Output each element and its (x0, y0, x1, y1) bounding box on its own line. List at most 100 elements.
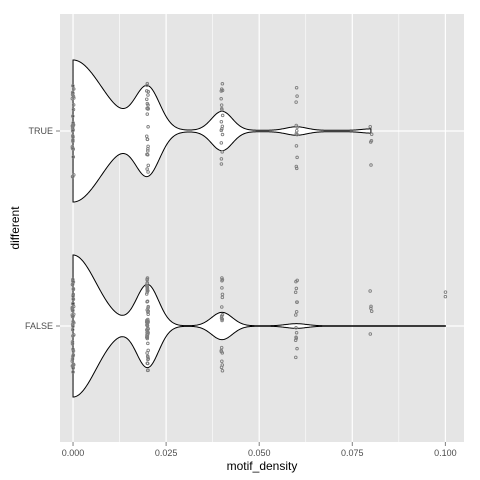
data-point (294, 166, 299, 171)
violin-false (72, 254, 446, 398)
data-point (294, 313, 298, 317)
data-points (70, 81, 448, 374)
data-point (70, 341, 75, 346)
data-point (71, 292, 76, 297)
data-point (145, 81, 150, 86)
data-point (71, 370, 75, 374)
data-point (146, 93, 150, 97)
data-point (71, 147, 76, 151)
data-point (70, 92, 75, 97)
data-point (294, 100, 298, 104)
data-point (295, 129, 299, 133)
data-point (145, 351, 149, 355)
data-point (220, 317, 225, 321)
data-point (71, 362, 76, 367)
data-point (294, 355, 298, 360)
data-point (71, 349, 76, 353)
data-point (71, 133, 75, 138)
data-point (146, 326, 150, 331)
data-point (146, 170, 150, 174)
data-point (71, 324, 75, 328)
data-point (71, 297, 75, 301)
data-point (220, 113, 225, 118)
data-point (72, 96, 76, 100)
data-point (145, 277, 149, 282)
data-point (71, 366, 75, 370)
data-point (220, 150, 224, 154)
data-point (71, 103, 76, 107)
data-point (72, 333, 76, 337)
data-point (369, 306, 373, 311)
data-point (145, 333, 149, 337)
data-point (219, 162, 224, 166)
data-point (219, 119, 224, 124)
y-tick-label: TRUE (29, 126, 54, 136)
data-point (368, 289, 372, 293)
data-point (146, 163, 150, 168)
minor-gridlines (119, 14, 400, 442)
data-point (70, 282, 75, 287)
x-tick-label: 0.075 (341, 448, 364, 458)
data-point (295, 125, 299, 129)
data-point (219, 97, 223, 101)
data-point (294, 330, 299, 335)
data-point (145, 336, 150, 341)
data-point (220, 277, 225, 282)
data-point (293, 338, 298, 342)
data-point (220, 363, 225, 367)
data-point (145, 97, 149, 101)
data-point (295, 346, 299, 351)
data-point (443, 294, 448, 299)
data-point (71, 124, 75, 128)
data-point (71, 84, 75, 88)
data-point (220, 124, 225, 129)
data-point (145, 290, 149, 294)
data-point (369, 163, 373, 167)
plot-panel (60, 14, 464, 442)
data-point (71, 139, 75, 144)
data-point (219, 345, 224, 350)
data-point (146, 306, 150, 310)
data-point (294, 279, 298, 284)
data-point (293, 290, 298, 295)
x-tick-label: 0.100 (434, 448, 457, 458)
data-point (145, 323, 150, 328)
data-point (146, 320, 150, 324)
data-point (145, 137, 150, 142)
x-tick-label: 0.025 (155, 448, 178, 458)
data-point (71, 347, 75, 351)
data-point (71, 353, 76, 357)
data-point (369, 309, 374, 313)
data-point (220, 286, 224, 290)
x-axis-title: motif_density (227, 459, 298, 473)
data-point (146, 103, 150, 107)
data-point (71, 319, 75, 324)
x-tick-label: 0.050 (248, 448, 271, 458)
data-point (369, 132, 374, 136)
data-point (368, 124, 372, 129)
data-point (368, 332, 373, 336)
data-point (145, 83, 149, 88)
data-point (145, 286, 150, 291)
data-point (146, 149, 150, 153)
data-point (71, 312, 76, 316)
data-point (145, 299, 150, 304)
data-point (146, 341, 150, 346)
data-point (295, 94, 299, 98)
data-point (145, 335, 150, 339)
data-point (71, 287, 76, 292)
data-point (144, 89, 149, 93)
data-point (145, 167, 149, 171)
data-point (220, 82, 225, 86)
data-point (144, 292, 149, 296)
data-point (294, 336, 299, 341)
data-point (145, 152, 150, 157)
data-point (71, 87, 76, 91)
data-point (71, 301, 75, 306)
data-point (294, 310, 299, 314)
data-point (146, 310, 150, 315)
data-point (219, 89, 224, 93)
data-point (70, 174, 75, 179)
data-point (220, 305, 224, 309)
